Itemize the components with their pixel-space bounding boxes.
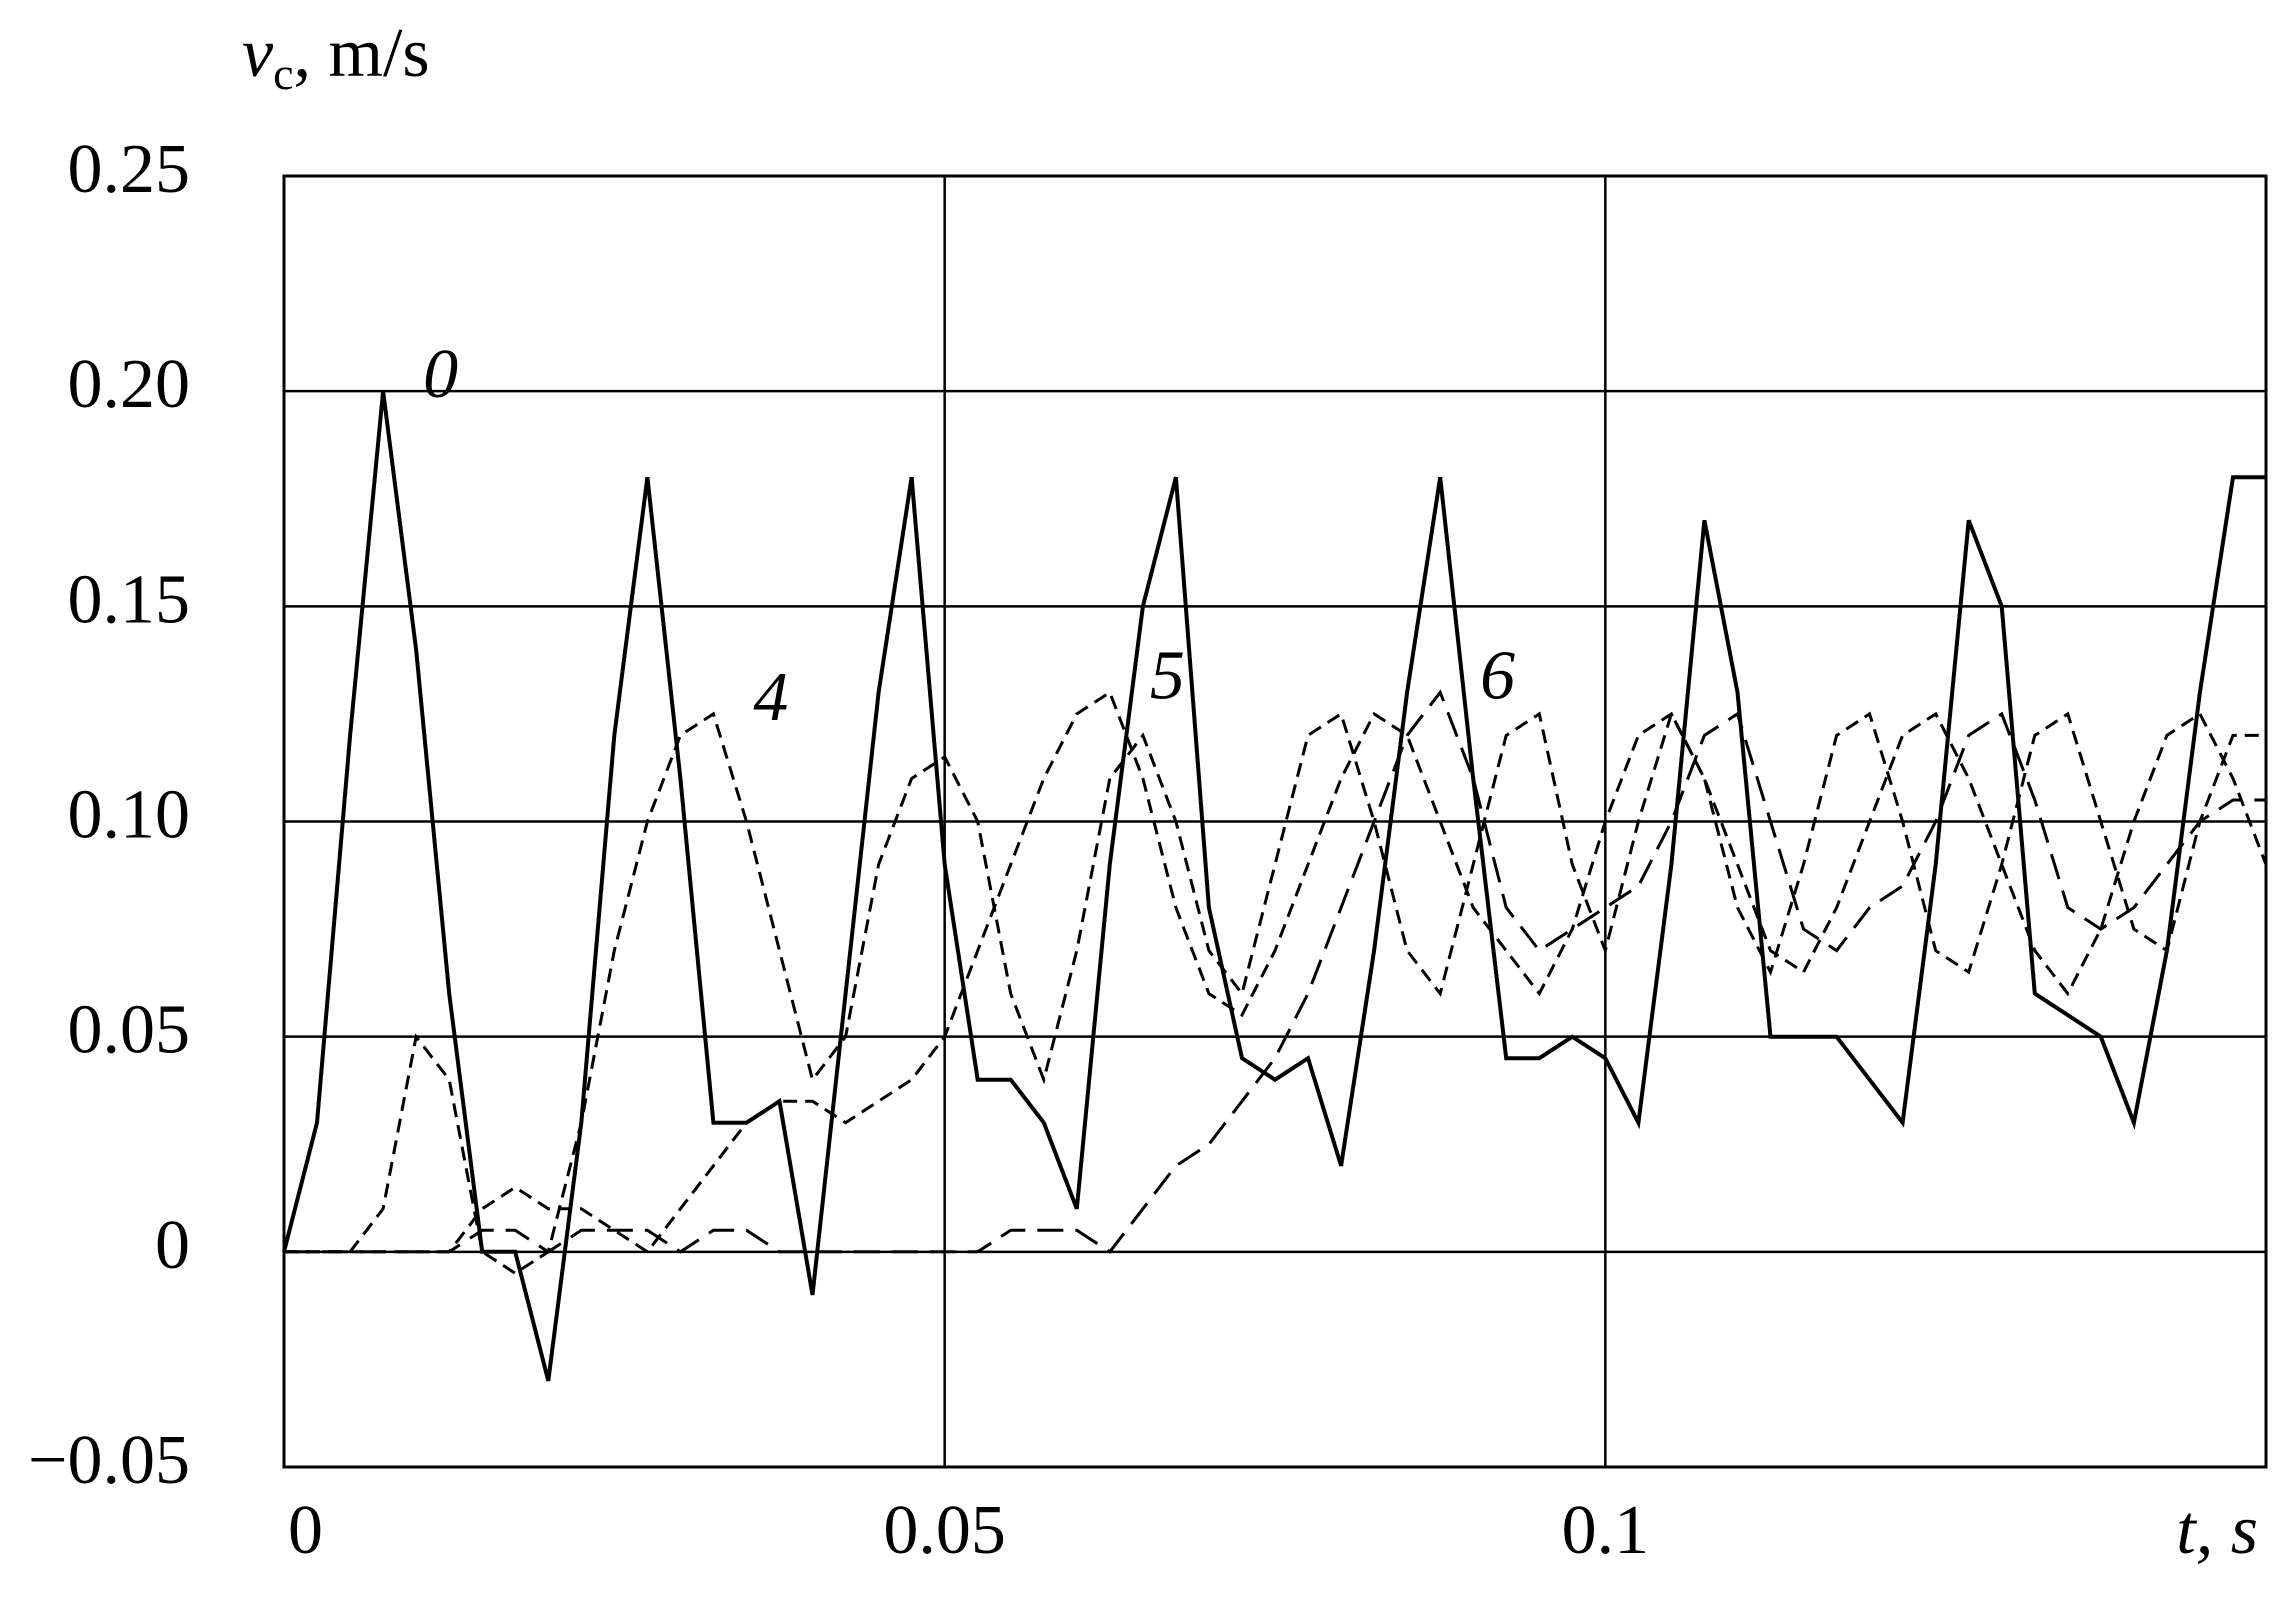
y-tick-label: 0.15	[68, 561, 191, 638]
y-label-unit: , m/s	[294, 15, 430, 92]
y-tick-label: −0.05	[28, 1422, 190, 1499]
curve-label: 4	[753, 659, 788, 736]
y-tick-label: 0.05	[68, 992, 191, 1069]
series-line	[284, 689, 2266, 1254]
curve-label: 5	[1150, 637, 1185, 714]
y-axis-label: vc, m/s	[242, 15, 430, 99]
series-line	[284, 690, 2268, 1254]
curve-label: 0	[423, 336, 458, 413]
y-tick-label: 0.25	[68, 131, 191, 208]
x-tick-label: 0.05	[883, 1492, 1006, 1569]
x-tick-label: 0	[288, 1492, 323, 1569]
y-label-subscript: c	[273, 48, 293, 99]
x-axis-label: t, s	[2176, 1492, 2258, 1569]
series-line	[282, 390, 2266, 1382]
y-tick-label: 0.10	[68, 777, 191, 854]
x-tick-label: 0.1	[1562, 1492, 1650, 1569]
y-tick-label: 0.20	[68, 346, 191, 423]
series-line	[284, 709, 2266, 1276]
y-label-symbol: v	[242, 15, 274, 92]
plot-frame	[282, 174, 2268, 1469]
y-tick-label: 0	[155, 1207, 190, 1284]
curve-label: 6	[1480, 637, 1515, 714]
